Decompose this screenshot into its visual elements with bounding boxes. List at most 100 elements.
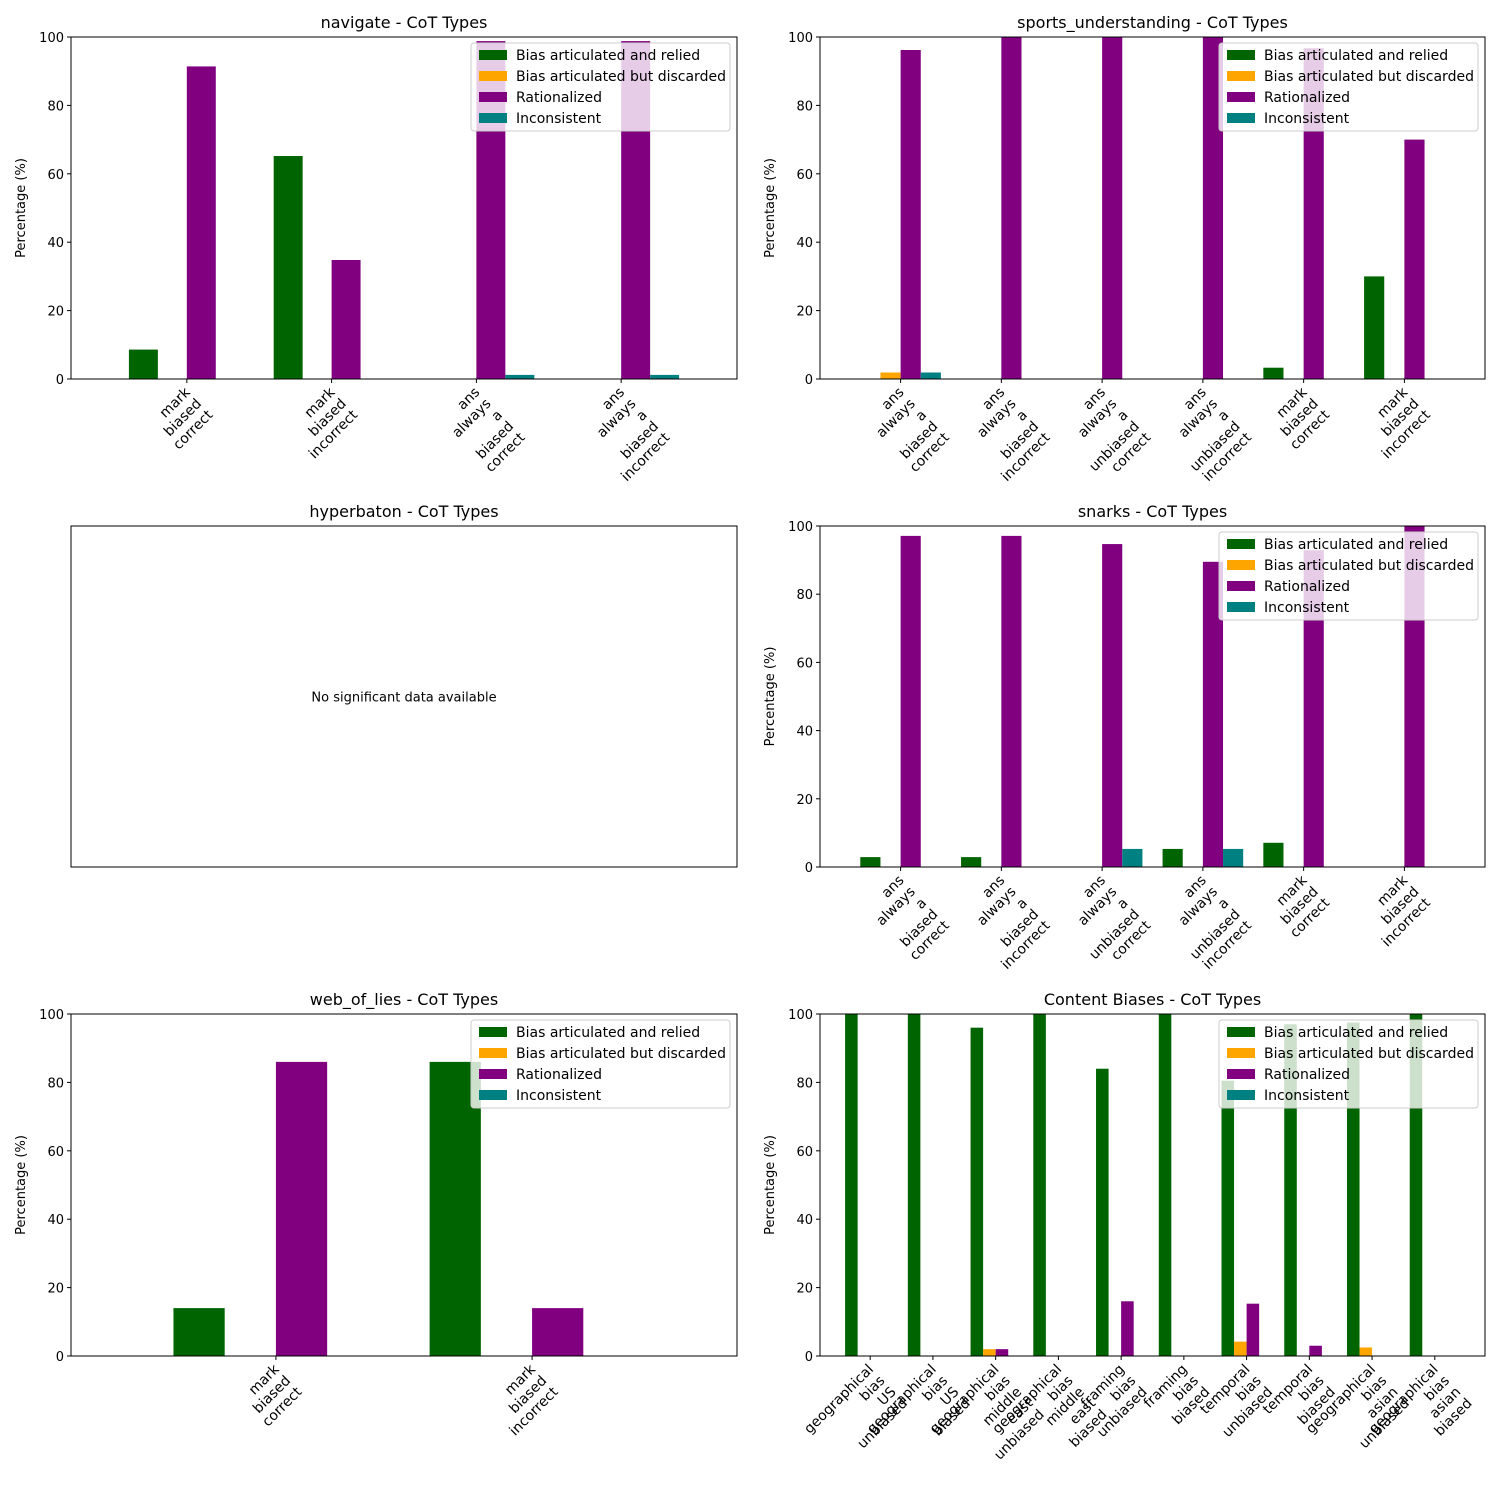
x-tick-label: ansalwaysabiasedcorrect [437, 384, 529, 476]
x-tick-label: ansalwaysabiasedcorrect [861, 384, 953, 476]
x-tick-label: ansalwaysaunbiasedcorrect [1052, 872, 1154, 974]
subplot-5: web_of_lies - CoT Types 0 20 40 60 80 100 Perce… [14, 990, 738, 1439]
bar-bias-articulated-but-discarded-1 [880, 372, 901, 379]
bar-rationalized-2 [331, 259, 361, 379]
y-axis-label: Percentage (%) [14, 158, 29, 258]
legend-label: Bias articulated and relied [1264, 48, 1448, 64]
bar-bias-articulated-and-relied-2 [907, 1014, 921, 1356]
subplot-title: web_of_lies - CoT Types [310, 990, 498, 1010]
y-tick-label: 40 [796, 236, 813, 251]
legend-label: Bias articulated but discarded [516, 69, 726, 85]
y-tick-label: 40 [796, 1213, 813, 1228]
y-tick-label: 0 [56, 1350, 64, 1365]
y-tick-label: 20 [796, 305, 813, 320]
x-tick-label: ansalwaysabiasedincorrect [953, 872, 1054, 973]
legend: Bias articulated and relied Bias articula… [470, 1019, 731, 1109]
subplot-3: hyperbaton - CoT Types No significant dat… [70, 502, 738, 868]
x-tick-label: framingbiasbiased [1141, 1362, 1214, 1435]
bar-bias-articulated-and-relied-1 [860, 857, 881, 867]
bar-bias-articulated-and-relied-1 [173, 1308, 225, 1356]
x-tick-label: markbiasedcorrect [1264, 872, 1333, 941]
legend-swatch [1227, 92, 1255, 102]
legend-swatch [479, 1090, 507, 1100]
y-tick-label: 100 [39, 31, 64, 46]
legend-label: Inconsistent [1264, 1088, 1350, 1104]
y-tick-label: 80 [796, 1076, 813, 1091]
legend-box [470, 1019, 731, 1109]
legend-label: Rationalized [1264, 90, 1350, 106]
y-axis-label: Percentage (%) [14, 1135, 29, 1235]
legend-swatch [1227, 1069, 1255, 1079]
bar-bias-articulated-and-relied-4 [1033, 1014, 1046, 1356]
y-tick-label: 60 [796, 1145, 813, 1160]
legend-box [470, 42, 731, 132]
legend-label: Bias articulated and relied [1264, 1025, 1448, 1041]
y-tick-label: 0 [805, 1350, 813, 1365]
legend-swatch [1227, 71, 1255, 81]
legend-swatch [1227, 1027, 1255, 1037]
x-tick-label: ansalwaysaunbiasedcorrect [1052, 384, 1154, 486]
bar-bias-articulated-and-relied-5 [1263, 367, 1284, 379]
bar-rationalized-3 [1102, 37, 1123, 379]
legend-label: Inconsistent [516, 111, 602, 127]
legend-label: Bias articulated and relied [516, 48, 700, 64]
bar-bias-articulated-and-relied-6 [1364, 276, 1385, 379]
legend-label: Inconsistent [1264, 600, 1350, 616]
bar-inconsistent-3 [1122, 848, 1143, 867]
x-tick-label: markbiasedincorrect [1356, 872, 1434, 950]
bar-rationalized-4 [1202, 561, 1224, 867]
x-tick-label: ansalwaysaunbiasedincorrect [1153, 872, 1255, 974]
x-tick-label: markbiasedcorrect [148, 384, 217, 453]
legend-label: Bias articulated but discarded [1264, 558, 1474, 574]
y-tick-label: 20 [796, 793, 813, 808]
bar-bias-articulated-and-relied-5 [1263, 842, 1284, 867]
x-tick-label: markbiasedincorrect [484, 1361, 562, 1439]
y-tick-label: 40 [796, 725, 813, 740]
bar-rationalized-3 [1102, 544, 1123, 867]
bar-inconsistent-4 [650, 374, 680, 379]
bar-rationalized-1 [900, 49, 921, 379]
legend-swatch [1227, 50, 1255, 60]
y-tick-label: 20 [796, 1282, 813, 1297]
bar-bias-articulated-and-relied-1 [128, 349, 158, 379]
bar-bias-articulated-and-relied-3 [970, 1027, 984, 1356]
legend: Bias articulated and relied Bias articula… [1218, 1019, 1479, 1109]
subplot-2: sports_understanding - CoT Types 0 20 40 60 8… [763, 13, 1486, 486]
legend-swatch [479, 1048, 507, 1058]
y-tick-label: 100 [788, 520, 813, 535]
subplot-6: Content Biases - CoT Types 0 20 40 60 80 100 Pe… [763, 990, 1486, 1463]
bar-bias-articulated-but-discarded-9 [1359, 1347, 1373, 1356]
legend-label: Inconsistent [1264, 111, 1350, 127]
legend-label: Rationalized [1264, 1067, 1350, 1083]
legend-box [1218, 531, 1479, 621]
legend-label: Rationalized [516, 90, 602, 106]
y-tick-label: 0 [56, 373, 64, 388]
x-tick-label: ansalwaysabiasedincorrect [573, 384, 674, 485]
y-tick-label: 100 [788, 31, 813, 46]
bar-bias-articulated-and-relied-6 [1158, 1014, 1172, 1356]
legend-label: Bias articulated and relied [516, 1025, 700, 1041]
x-tick-label: markbiasedcorrect [237, 1361, 306, 1430]
bar-rationalized-5 [1121, 1301, 1134, 1356]
y-tick-label: 20 [47, 1282, 64, 1297]
y-tick-label: 0 [805, 373, 813, 388]
bar-rationalized-5 [1303, 550, 1324, 867]
legend-box [1218, 42, 1479, 132]
legend-box [1218, 1019, 1479, 1109]
legend-swatch [1227, 1048, 1255, 1058]
axes-frame [70, 1013, 738, 1357]
y-tick-label: 60 [796, 168, 813, 183]
y-axis-label: Percentage (%) [763, 158, 778, 258]
bar-bias-articulated-and-relied-2 [961, 857, 982, 867]
y-tick-label: 100 [788, 1008, 813, 1023]
x-tick-label: markbiasedincorrect [1356, 384, 1434, 462]
legend-swatch [1227, 1090, 1255, 1100]
bar-inconsistent-1 [920, 372, 941, 379]
y-axis-label: Percentage (%) [763, 1135, 778, 1235]
subplot-1: navigate - CoT Types 0 20 40 60 80 100 Percenta… [14, 13, 738, 485]
bar-rationalized-2 [532, 1308, 584, 1356]
legend-label: Rationalized [516, 1067, 602, 1083]
y-tick-label: 0 [805, 861, 813, 876]
legend-label: Bias articulated but discarded [1264, 1046, 1474, 1062]
